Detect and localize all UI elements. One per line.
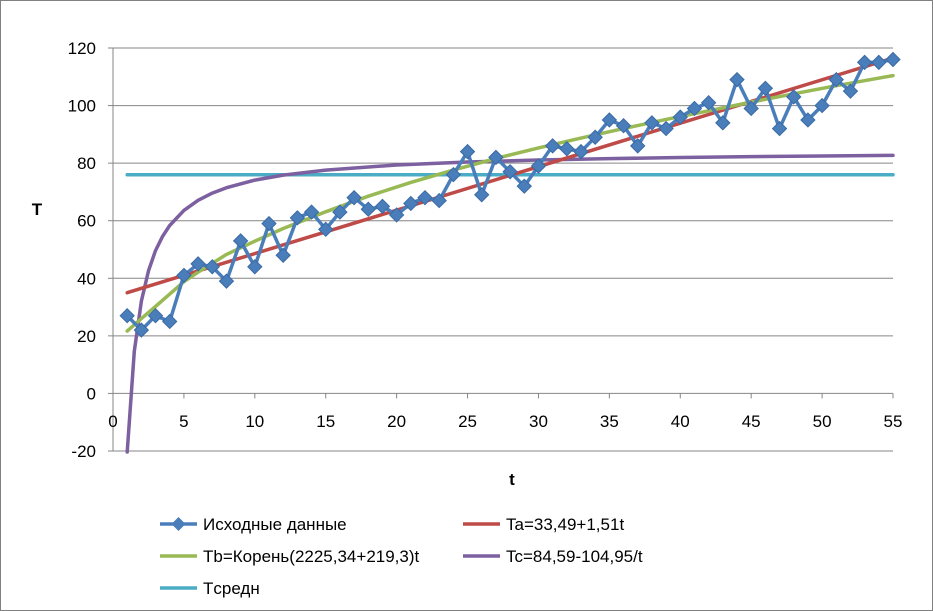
data-point (133, 322, 150, 338)
x-tick-label: 5 (179, 412, 188, 431)
series-line-0 (125, 57, 895, 332)
x-axis-title: t (509, 470, 515, 489)
data-point (615, 118, 632, 134)
data-point (672, 109, 688, 125)
y-tick-label: -20 (71, 442, 96, 461)
data-point (601, 112, 618, 128)
data-point (275, 247, 291, 263)
data-point (417, 189, 433, 206)
legend-marker (171, 517, 186, 531)
gridlines (113, 47, 893, 452)
data-point (743, 100, 759, 117)
data-point (374, 198, 391, 215)
series (119, 51, 901, 454)
legend-label: Tb=Корень(2225,34+219,3)t (203, 547, 420, 566)
data-point (247, 259, 263, 275)
data-point (346, 189, 362, 206)
data-point (814, 97, 830, 114)
data-point (474, 187, 490, 203)
data-point (757, 80, 774, 97)
data-point (232, 233, 249, 249)
data-point (530, 158, 547, 174)
series-line-3 (125, 153, 895, 454)
data-point (544, 138, 561, 154)
data-point (828, 71, 844, 88)
legend-label: Tсредн (203, 579, 260, 598)
y-tick-label: 40 (77, 269, 96, 288)
y-tick-label: 60 (77, 212, 96, 231)
axes (108, 47, 894, 452)
data-point (559, 141, 575, 157)
data-point (800, 112, 816, 128)
data-point (729, 71, 745, 88)
data-point (204, 259, 220, 275)
y-tick-label: 20 (77, 327, 96, 346)
data-point (218, 273, 235, 289)
legend-label: Ta=33,49+1,51t (506, 515, 624, 534)
data-point (644, 115, 660, 131)
y-tick-label: 80 (77, 154, 96, 173)
x-tick-label: 30 (529, 412, 548, 431)
data-point (360, 201, 376, 217)
data-point (261, 215, 277, 232)
legend-label: Tc=84,59-104,95/t (506, 547, 643, 566)
data-point (771, 120, 788, 137)
data-point (658, 120, 674, 137)
data-point (587, 129, 603, 145)
data-point (715, 115, 731, 131)
x-tick-label: 25 (458, 412, 477, 431)
data-point (289, 210, 306, 226)
data-point (786, 89, 802, 105)
data-point (686, 100, 703, 117)
data-point (871, 54, 887, 71)
tick-labels: -20 0 20 40 60 80 100 120 0 5 10 15 20 25 30 35 40 45 50 55 (68, 39, 903, 461)
y-tick-label: 0 (87, 384, 96, 403)
data-point (303, 204, 320, 220)
data-point (403, 195, 419, 212)
y-tick-label: 100 (68, 97, 96, 116)
data-point (190, 256, 206, 272)
data-point (488, 149, 504, 166)
data-point (162, 313, 178, 330)
data-point (388, 207, 405, 223)
data-point (318, 221, 334, 238)
legend-label: Исходные данные (203, 515, 347, 534)
x-tick-label: 45 (742, 412, 761, 431)
y-tick-label: 120 (68, 39, 96, 58)
x-tick-label: 0 (108, 412, 117, 431)
x-tick-label: 20 (387, 412, 406, 431)
data-point (502, 164, 518, 180)
data-point (885, 51, 901, 68)
x-tick-label: 50 (813, 412, 832, 431)
data-point (516, 178, 532, 194)
x-tick-label: 40 (671, 412, 690, 431)
data-point (332, 204, 348, 220)
x-tick-label: 55 (884, 412, 903, 431)
data-point (119, 308, 135, 324)
data-point (573, 143, 589, 160)
y-axis-title: T (32, 200, 43, 219)
data-point (459, 143, 476, 160)
data-point (176, 267, 192, 284)
legend: Исходные данные Ta=33,49+1,51t Tb=Корень(2… (160, 515, 643, 598)
x-tick-label: 15 (316, 412, 335, 431)
data-point (700, 94, 717, 111)
series-line-2 (125, 73, 895, 333)
x-tick-label: 10 (245, 412, 264, 431)
data-point (445, 166, 462, 183)
data-point (842, 83, 859, 99)
data-point (431, 192, 447, 209)
x-tick-label: 35 (600, 412, 619, 431)
data-point (630, 138, 646, 154)
data-point (856, 54, 873, 71)
data-point (147, 308, 164, 324)
